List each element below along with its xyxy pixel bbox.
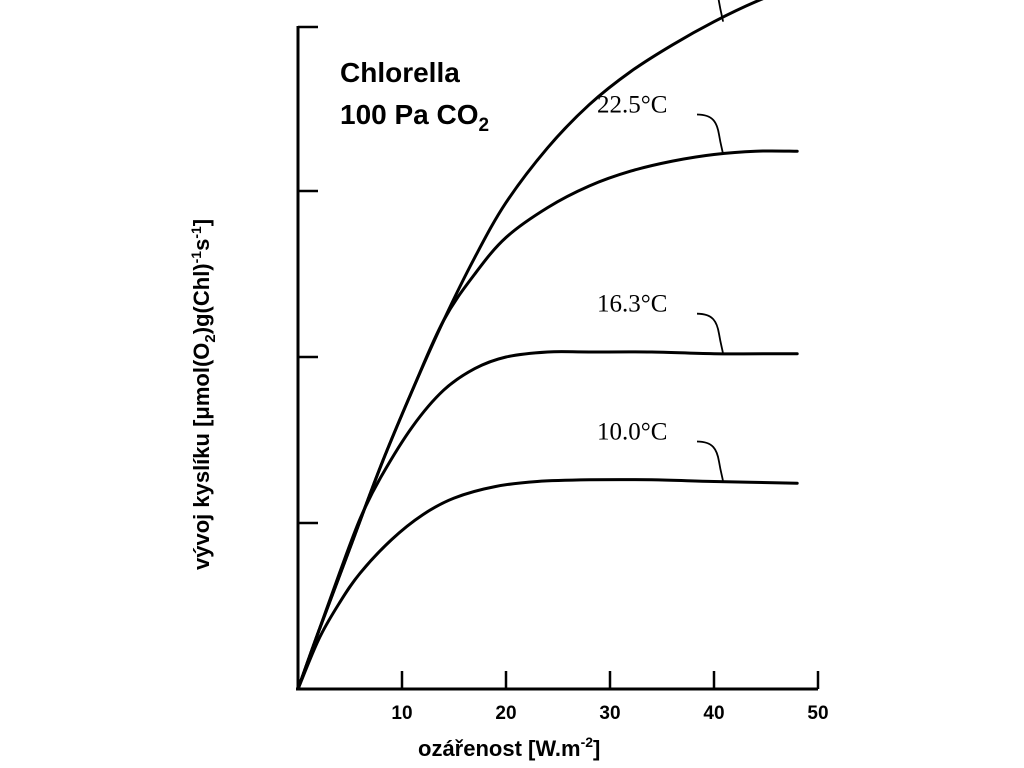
y-axis-title-part-3: )g(Chl)	[189, 263, 214, 334]
x-axis-tick-labels: 10 20 30 40 50	[391, 703, 828, 724]
series-label-100: 10.0°C	[597, 419, 667, 446]
y-axis-title-part-5: s	[189, 239, 214, 251]
series-label-225: 22.5°C	[597, 91, 667, 118]
x-tick-label-10: 10	[391, 703, 412, 724]
series-line-100	[296, 478, 799, 691]
x-axis-title-text: ozářenost [W.m	[418, 736, 581, 761]
x-axis-title-end: ]	[593, 736, 600, 761]
y-axis-title: vývoj kyslíku [μmol(O2)g(Chl)-1s-1]	[188, 219, 219, 570]
x-tick-label-20: 20	[495, 703, 516, 724]
series-lines	[296, 0, 799, 691]
series-line-225	[296, 149, 799, 691]
x-tick-label-30: 30	[599, 703, 620, 724]
x-tick-label-50: 50	[807, 703, 828, 724]
chart-title-line-2-text: 100 Pa CO	[340, 99, 479, 130]
y-axis-ticks	[298, 189, 318, 525]
chart-title-line-2: 100 Pa CO2	[340, 99, 489, 136]
y-axis-title-part-1: vývoj kyslíku [μmol(O	[189, 343, 214, 570]
series-leader-100	[696, 440, 724, 482]
series-labels: 28.9°C22.5°C16.3°C10.0°C	[597, 0, 724, 482]
y-axis-title-sup-6: -1	[188, 226, 204, 239]
y-axis-title-part-7: ]	[189, 219, 214, 226]
series-label-163: 16.3°C	[597, 291, 667, 318]
x-tick-label-40: 40	[703, 703, 724, 724]
chart-title-line-1: Chlorella	[340, 57, 460, 88]
y-axis-title-sub-2: 2	[202, 334, 219, 342]
x-axis-title-sup: -2	[581, 734, 594, 750]
chart-title-subscript: 2	[479, 115, 490, 136]
series-leader-289	[717, 0, 724, 22]
series-line-163	[296, 350, 799, 691]
x-axis-title: ozářenost [W.m-2]	[418, 734, 600, 761]
series-leader-163	[696, 312, 724, 354]
y-axis-title-sup-4: -1	[188, 251, 204, 264]
x-axis-ticks	[400, 671, 820, 689]
series-leader-225	[696, 113, 724, 155]
